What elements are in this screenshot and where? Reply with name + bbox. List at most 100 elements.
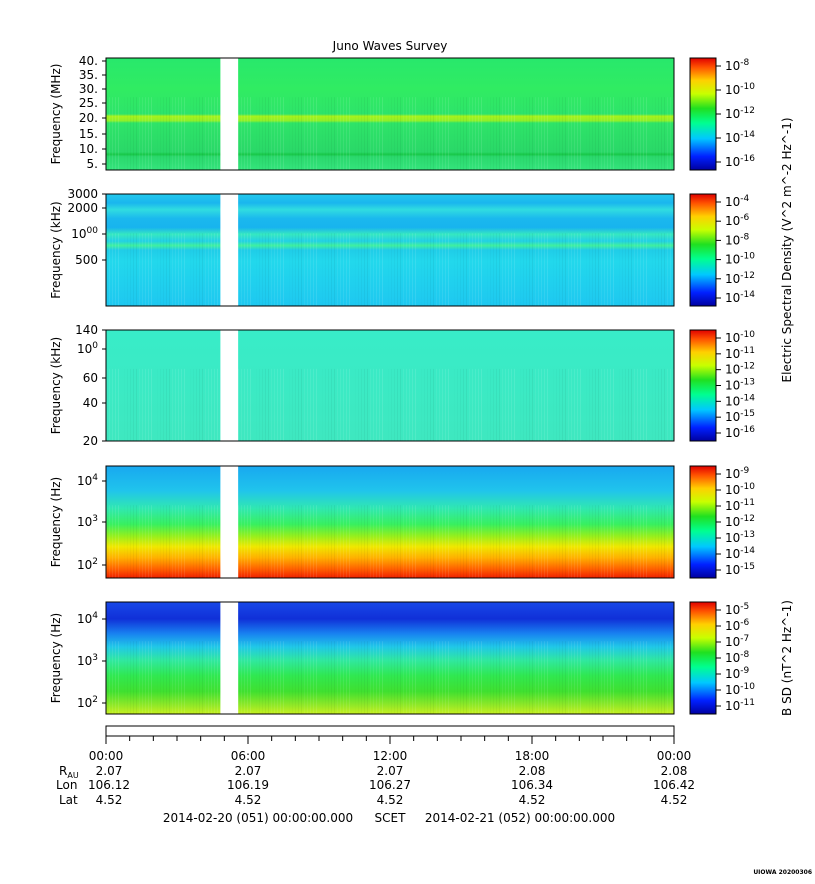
colorbar-tick-label: 10-10 [725, 330, 755, 345]
colorbar-tick-label: 10-10 [725, 252, 755, 267]
frame-p1 [105, 57, 675, 171]
ylabel-p3: Frequency (kHz) [49, 337, 63, 434]
colorbar-tick-label: 10-12 [725, 106, 755, 121]
colorbar-p1 [689, 57, 717, 171]
spectrogram-p1 [106, 58, 674, 170]
ephem-lon-value: 106.12 [88, 778, 130, 792]
data-gap-p3 [220, 330, 239, 441]
footer-start: 2014-02-20 (051) 00:00:00.000 [163, 811, 353, 825]
spectrogram-p5 [106, 602, 674, 714]
spectrogram-p2 [106, 194, 674, 306]
ytick-label: 1000 [71, 226, 98, 241]
ephem-rau-value: 2.08 [519, 764, 546, 778]
ephem-lon-value: 106.34 [511, 778, 553, 792]
colorbar-tick-label: 10-14 [725, 130, 755, 145]
ylabel-p5: Frequency (Hz) [49, 613, 63, 704]
xtick-label: 00:00 [657, 749, 692, 763]
ytick-label: 102 [77, 695, 98, 710]
ephem-rau-value: 2.07 [235, 764, 262, 778]
ephem-label-lon: Lon [56, 778, 77, 792]
xtick-label: 06:00 [231, 749, 266, 763]
colorbar-tick-label: 10-8 [725, 58, 750, 73]
colorbar-tick-label: 10-16 [725, 154, 755, 169]
colorbar-label-magnetic: B SD (nT^2 Hz^-1) [780, 600, 794, 716]
colorbar-label-electric: Electric Spectral Density (V^2 m^-2 Hz^-… [780, 117, 794, 382]
ytick-label: 100 [77, 341, 98, 356]
ylabel-p4: Frequency (Hz) [49, 477, 63, 568]
frame-p5 [105, 601, 675, 715]
ephem-lat-value: 4.52 [235, 793, 262, 807]
ytick-label: 102 [77, 557, 98, 572]
chart-title: Juno Waves Survey [332, 39, 448, 53]
colorbar-p4 [689, 465, 717, 579]
ephem-rau-value: 2.07 [377, 764, 404, 778]
ytick-label: 103 [77, 653, 98, 668]
ytick-label: 3000 [67, 187, 98, 201]
ephem-rau-value: 2.07 [96, 764, 123, 778]
colorbar-tick-label: 10-12 [725, 271, 755, 286]
footer-end: 2014-02-21 (052) 00:00:00.000 [425, 811, 615, 825]
colorbar-tick-label: 10-6 [725, 213, 750, 228]
ephem-lat-value: 4.52 [661, 793, 688, 807]
ephem-lon-value: 106.19 [227, 778, 269, 792]
footer-scet: SCET [375, 811, 407, 825]
colorbar-tick-label: 10-10 [725, 82, 755, 97]
colorbar-tick-label: 10-11 [725, 698, 755, 713]
colorbar-tick-label: 10-13 [725, 530, 755, 545]
colorbar-tick-label: 10-14 [725, 290, 755, 305]
frame-p3 [105, 329, 675, 442]
ylabel-p1: Frequency (MHz) [49, 64, 63, 165]
xtick-label: 18:00 [515, 749, 550, 763]
colorbar-tick-label: 10-9 [725, 666, 750, 681]
colorbar-tick-label: 10-13 [725, 378, 755, 393]
colorbar-tick-label: 10-4 [725, 194, 750, 209]
ytick-label: 20. [79, 111, 98, 125]
ytick-label: 5. [87, 157, 98, 171]
spectrogram-texture-p3 [106, 368, 674, 441]
spectrogram-p3 [106, 330, 674, 441]
ylabel-p2: Frequency (kHz) [49, 201, 63, 298]
ephem-rau-value: 2.08 [661, 764, 688, 778]
spectrogram-p4 [106, 466, 674, 578]
ytick-label: 2000 [67, 201, 98, 215]
panel-p1: 40.35.30.25.20. 15.10.5. Frequency (MHz) 10… [49, 54, 755, 171]
data-gap-p2 [220, 194, 239, 306]
ephem-lat-value: 4.52 [519, 793, 546, 807]
ytick-label: 104 [77, 611, 98, 626]
data-gap-p1 [220, 58, 239, 170]
time-axis: 00:00 06:00 12:00 18:00 00:00 [89, 725, 692, 763]
xtick-label: 12:00 [373, 749, 408, 763]
ytick-label: 103 [77, 514, 98, 529]
ytick-label: 40. [79, 54, 98, 68]
data-gap-p5 [220, 602, 239, 714]
colorbar-p5 [689, 601, 717, 715]
ytick-label: 10. [79, 142, 98, 156]
xtick-label: 00:00 [89, 749, 124, 763]
ytick-label: 60 [83, 371, 98, 385]
ephem-lon-value: 106.42 [653, 778, 695, 792]
colorbar-tick-label: 10-5 [725, 602, 749, 617]
colorbar-tick-label: 10-6 [725, 618, 750, 633]
ytick-label: 35. [79, 68, 98, 82]
colorbar-tick-label: 10-16 [725, 425, 755, 440]
ytick-label: 104 [77, 473, 98, 488]
ytick-label: 20 [83, 434, 98, 448]
ephem-lat-value: 4.52 [96, 793, 123, 807]
data-gap-p4 [220, 466, 239, 578]
colorbar-tick-label: 10-15 [725, 409, 755, 424]
colorbar-tick-label: 10-10 [725, 682, 755, 697]
colorbar-tick-label: 10-8 [725, 232, 750, 247]
colorbar-tick-label: 10-8 [725, 650, 750, 665]
colorbar-tick-label: 10-7 [725, 634, 749, 649]
ytick-label: 140 [75, 323, 98, 337]
spectrogram-texture-p5 [106, 641, 674, 714]
colorbar-tick-label: 10-10 [725, 482, 755, 497]
colorbar-tick-label: 10-11 [725, 346, 755, 361]
ytick-label: 30. [79, 82, 98, 96]
colorbar-p3 [689, 329, 717, 442]
